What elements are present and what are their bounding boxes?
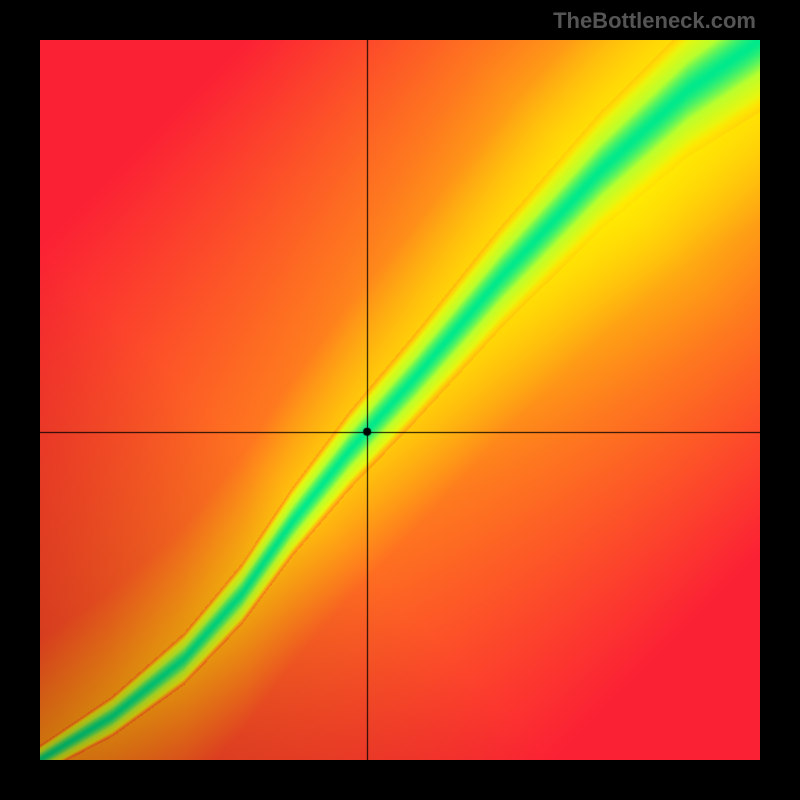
watermark-text: TheBottleneck.com <box>553 8 756 34</box>
heatmap-layer <box>40 40 760 760</box>
bottleneck-chart: TheBottleneck.com <box>0 0 800 800</box>
